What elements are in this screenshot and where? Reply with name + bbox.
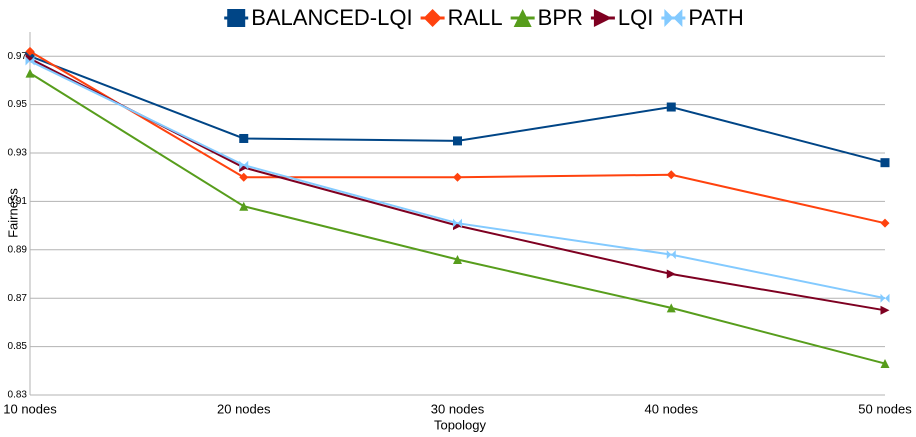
y-tick-label: 0.95 — [8, 99, 28, 110]
marker — [453, 218, 462, 228]
x-tick-label: 20 nodes — [217, 401, 271, 416]
marker — [239, 172, 249, 182]
x-axis-title: Topology — [434, 417, 487, 432]
marker — [664, 9, 683, 27]
marker — [513, 9, 532, 27]
series-line — [29, 55, 886, 164]
marker — [666, 170, 676, 180]
marker — [239, 201, 249, 211]
marker — [25, 56, 35, 66]
marker — [423, 9, 442, 27]
y-axis-title: Fairness — [5, 188, 20, 238]
marker — [880, 293, 890, 303]
y-tick-label: 0.93 — [8, 148, 28, 159]
x-tick-label: 30 nodes — [431, 401, 485, 416]
marker — [239, 133, 249, 143]
y-tick-label: 0.85 — [8, 341, 28, 352]
marker — [666, 102, 676, 112]
marker — [666, 269, 676, 279]
marker — [666, 303, 676, 313]
marker — [25, 51, 35, 61]
y-tick-label: 0.97 — [8, 51, 28, 62]
marker — [25, 68, 35, 78]
x-tick-label: 50 nodes — [858, 401, 912, 416]
x-tick-label: 10 nodes — [3, 401, 57, 416]
y-tick-label: 0.87 — [8, 293, 28, 304]
marker — [239, 160, 249, 170]
marker — [666, 250, 676, 260]
legend-label: LQI — [618, 5, 653, 30]
legend-label: BALANCED-LQI — [251, 5, 412, 30]
marker — [25, 46, 35, 56]
legend-label: PATH — [688, 5, 743, 30]
marker — [880, 218, 890, 228]
marker — [880, 158, 890, 168]
marker — [227, 9, 246, 27]
x-tick-label: 40 nodes — [645, 401, 699, 416]
marker — [593, 9, 612, 27]
y-tick-label: 0.91 — [8, 196, 28, 207]
marker — [880, 359, 890, 369]
series-line — [29, 72, 886, 365]
y-tick-label: 0.83 — [8, 390, 28, 401]
legend-label: BPR — [538, 5, 583, 30]
marker — [453, 254, 462, 264]
marker — [453, 172, 462, 182]
legend: BALANCED-LQI RALL BPR LQI PATH — [224, 5, 744, 30]
marker — [880, 305, 890, 315]
y-tick-label: 0.89 — [8, 244, 28, 255]
legend-label: RALL — [448, 5, 503, 30]
marker — [453, 136, 462, 146]
